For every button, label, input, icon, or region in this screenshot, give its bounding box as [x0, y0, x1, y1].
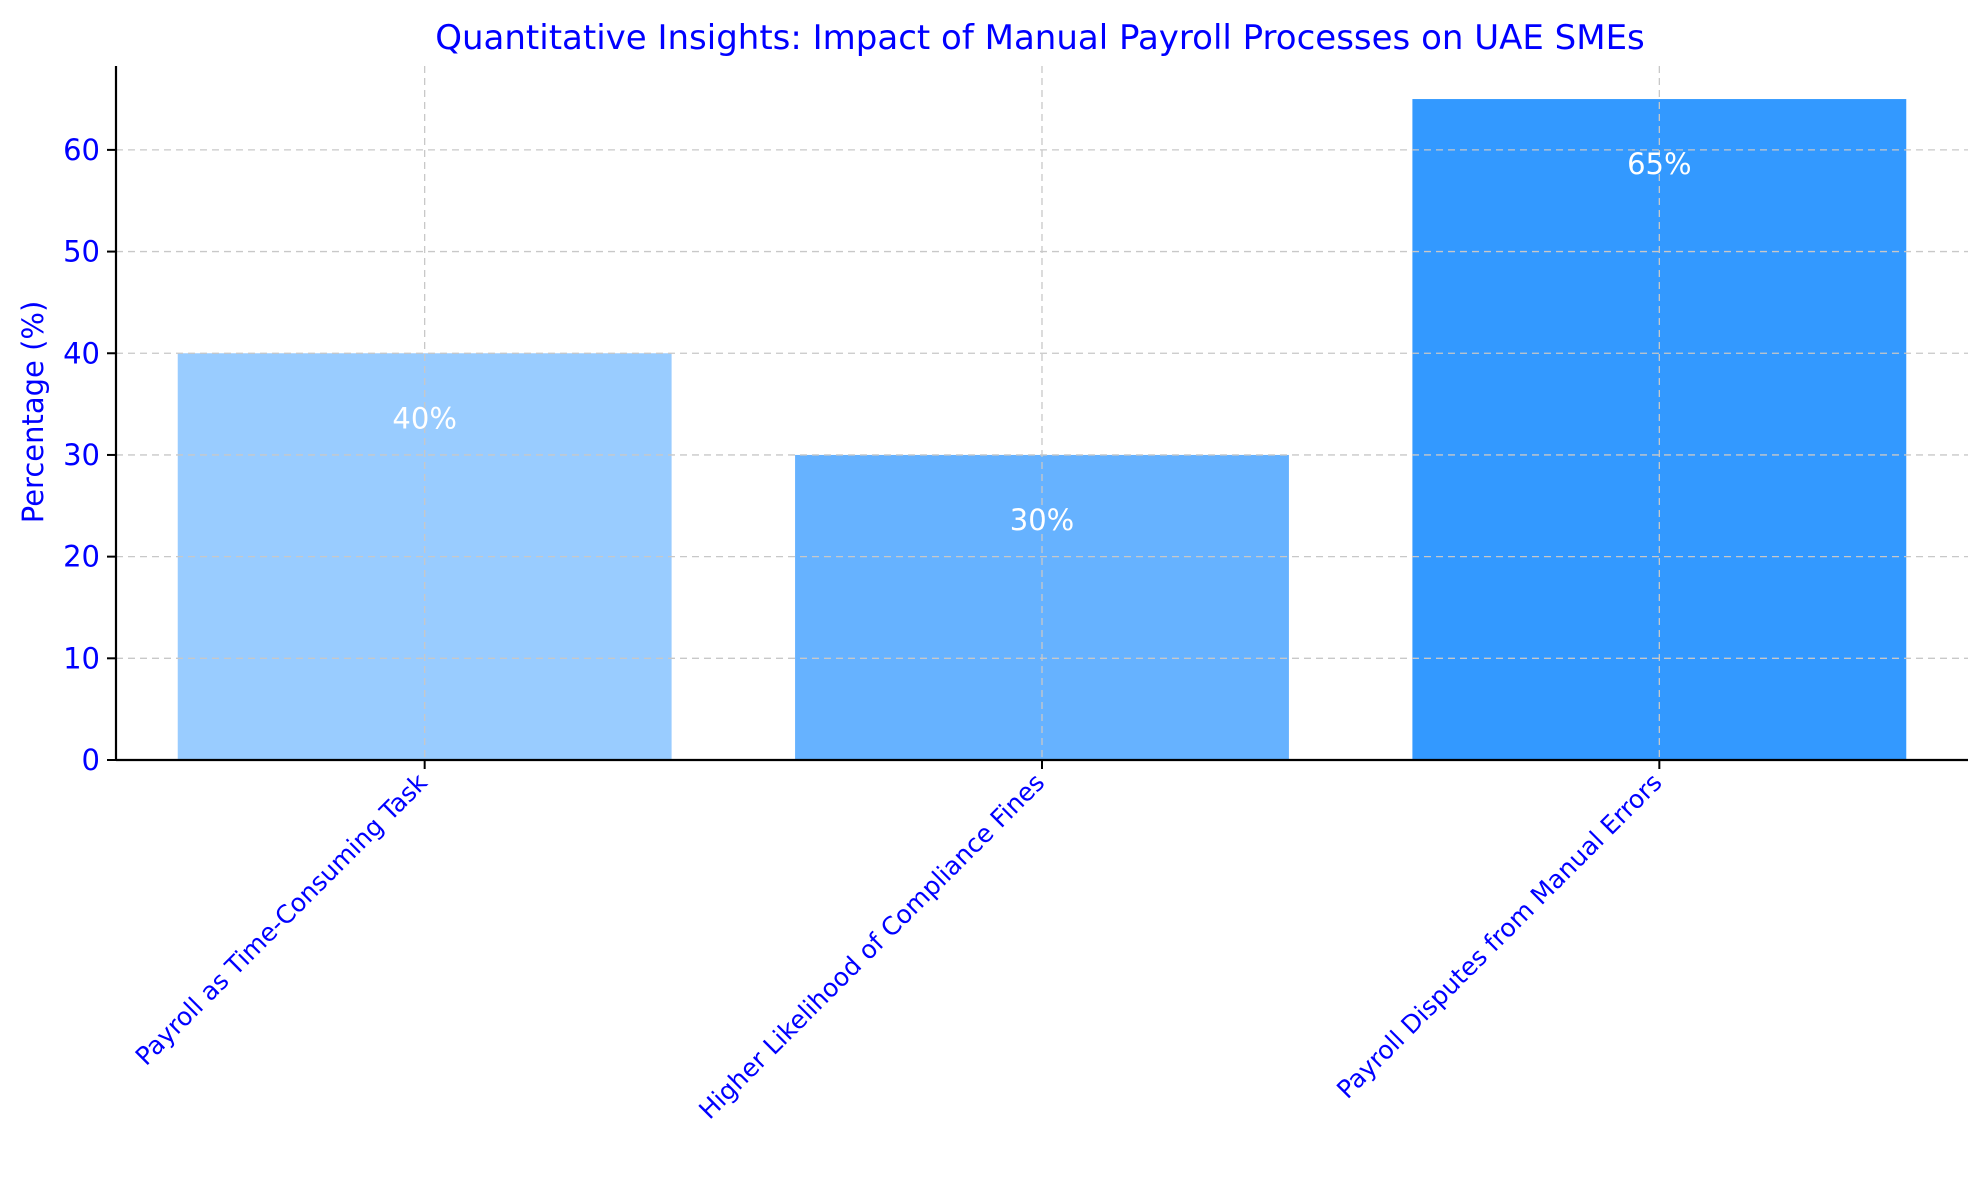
y-tick-label: 60	[63, 133, 100, 167]
y-axis-label: Percentage (%)	[16, 301, 50, 524]
data-label: 40%	[392, 401, 456, 435]
data-labels: 40% 30% 65%	[392, 147, 1691, 537]
y-tick-label: 30	[63, 438, 100, 472]
y-tick-label: 40	[63, 336, 100, 370]
y-tick-label: 20	[63, 540, 100, 574]
y-tick-label: 0	[82, 743, 100, 777]
data-label: 65%	[1627, 147, 1691, 181]
grid	[116, 66, 1968, 760]
chart-title: Quantitative Insights: Impact of Manual …	[435, 18, 1645, 58]
x-tick-label: Payroll Disputes from Manual Errors	[1331, 768, 1668, 1105]
y-tick-label: 50	[63, 235, 100, 269]
x-tick-label: Higher Likelihood of Compliance Fines	[693, 768, 1050, 1125]
data-label: 30%	[1010, 503, 1074, 537]
y-tick-label: 10	[63, 641, 100, 675]
x-tick-label: Payroll as Time-Consuming Task	[130, 767, 434, 1071]
